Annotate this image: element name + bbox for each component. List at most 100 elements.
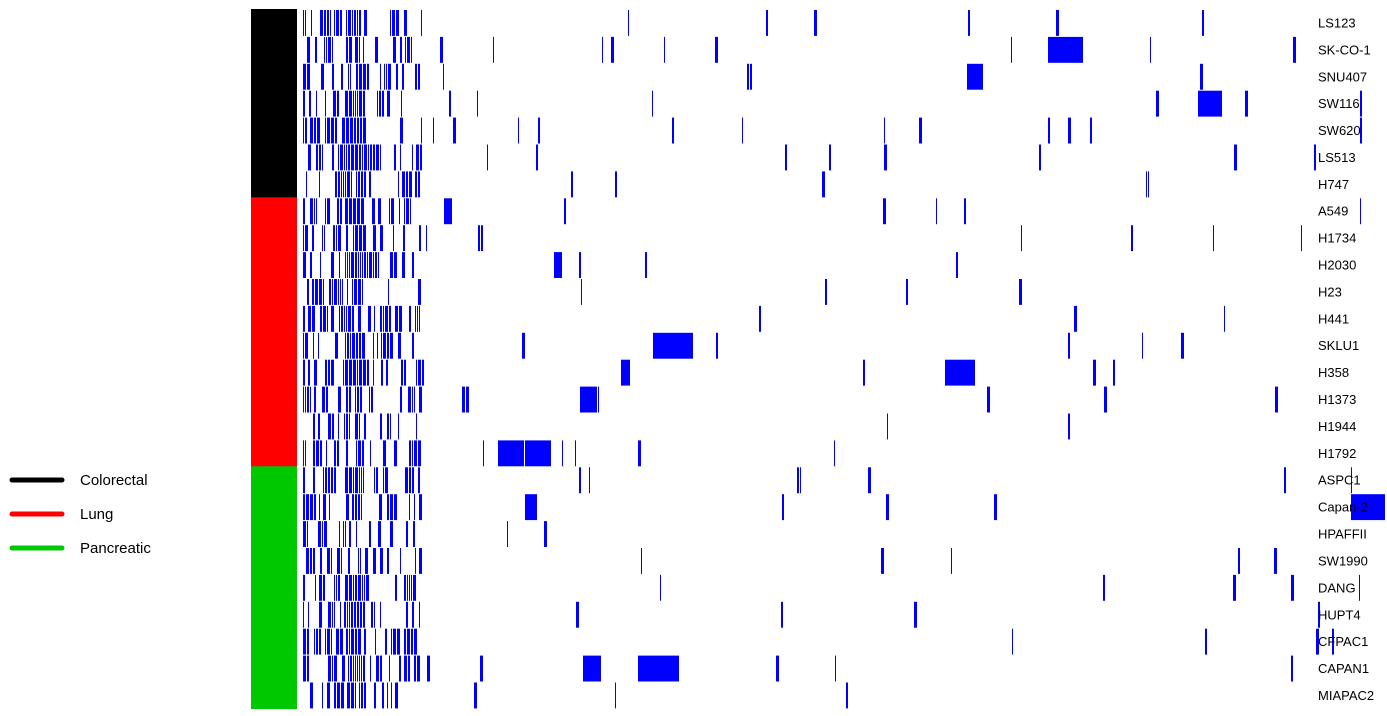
- row-label: SKLU1: [1318, 338, 1359, 353]
- heatmap-cell: [349, 198, 352, 225]
- heatmap-cell: [352, 279, 353, 305]
- heatmap-cell: [359, 225, 362, 252]
- heatmap-cell: [303, 10, 304, 36]
- heatmap-cell: [316, 90, 317, 117]
- heatmap-cell: [351, 144, 354, 171]
- heatmap-cell: [338, 413, 339, 440]
- heatmap-cell: [474, 682, 477, 709]
- heatmap-cell: [358, 574, 361, 601]
- heatmap-cell: [615, 682, 616, 709]
- heatmap-cell: [388, 279, 389, 305]
- heatmap-cell: [1314, 144, 1316, 171]
- heatmap-cell: [364, 144, 367, 171]
- heatmap-cell: [338, 225, 341, 252]
- heatmap-cell: [359, 10, 361, 36]
- heatmap-cell: [416, 359, 417, 386]
- heatmap-cell: [360, 601, 362, 628]
- heatmap-cell: [349, 467, 352, 494]
- heatmap-cell: [383, 440, 386, 467]
- heatmap-cell: [318, 413, 320, 440]
- heatmap-cell: [781, 601, 783, 628]
- heatmap-cell: [433, 117, 434, 144]
- heatmap-row-LS513: [308, 144, 1316, 171]
- heatmap-cell: [363, 225, 366, 252]
- heatmap-cell: [314, 494, 316, 521]
- annotation-cell-H23: [251, 278, 297, 306]
- heatmap-cell: [358, 440, 361, 467]
- annotation-cell-SK-CO-1: [251, 35, 297, 64]
- heatmap-cell: [1301, 225, 1302, 252]
- heatmap-cell: [400, 548, 401, 574]
- heatmap-cell: [417, 305, 418, 332]
- heatmap-cell: [364, 574, 365, 601]
- heatmap-cell: [310, 252, 312, 278]
- heatmap-cell: [378, 198, 381, 225]
- heatmap-row-SW1990: [306, 548, 1277, 574]
- heatmap-cell: [355, 655, 356, 682]
- heatmap-cell: [413, 574, 416, 601]
- heatmap-cell: [404, 359, 406, 386]
- heatmap-cell: [363, 90, 365, 117]
- heatmap-cell: [829, 144, 831, 171]
- annotation-cell-SNU407: [251, 62, 297, 91]
- heatmap-cell: [327, 198, 330, 225]
- heatmap-cell: [350, 117, 353, 144]
- heatmap-cell: [645, 252, 647, 278]
- heatmap-cell: [353, 655, 354, 682]
- heatmap-cell: [313, 467, 315, 494]
- heatmap-cell: [346, 36, 348, 63]
- heatmap-cell: [443, 63, 444, 90]
- heatmap-cell: [335, 171, 337, 198]
- heatmap-cell: [884, 117, 885, 144]
- heatmap-cell: [305, 10, 306, 36]
- heatmap-cell: [331, 548, 332, 574]
- heatmap-cell: [409, 467, 411, 494]
- heatmap-cell: [328, 359, 330, 386]
- heatmap-cell: [583, 655, 601, 682]
- heatmap-cell: [336, 225, 337, 252]
- row-label: CAPAN1: [1318, 661, 1369, 676]
- heatmap-cell: [354, 279, 357, 305]
- heatmap-cell: [336, 10, 339, 36]
- heatmap-cell: [308, 601, 309, 628]
- heatmap-row-SKLU1: [303, 332, 1184, 359]
- heatmap-cell: [835, 655, 836, 682]
- heatmap-cell: [340, 10, 342, 36]
- heatmap-cell: [357, 359, 358, 386]
- heatmap-cell: [307, 36, 310, 63]
- heatmap-cell: [363, 655, 365, 682]
- heatmap-cell: [358, 548, 359, 574]
- heatmap-cell: [394, 144, 396, 171]
- heatmap-cell: [325, 467, 327, 494]
- heatmap-cell: [344, 305, 345, 332]
- heatmap-cell: [914, 601, 917, 628]
- heatmap-cell: [347, 279, 348, 305]
- heatmap-cell: [347, 252, 348, 278]
- heatmap-row-HUPT4: [303, 601, 1320, 628]
- heatmap-cell: [334, 601, 335, 628]
- heatmap-cell: [346, 440, 348, 467]
- heatmap-row-HPAFFII: [303, 521, 547, 547]
- heatmap-cell: [390, 413, 391, 440]
- heatmap-cell: [307, 655, 309, 682]
- heatmap-cell: [363, 36, 364, 63]
- heatmap-cell: [346, 225, 348, 252]
- row-label: A549: [1318, 204, 1348, 219]
- heatmap-cell: [363, 117, 366, 144]
- heatmap-cell: [1351, 494, 1385, 521]
- heatmap-cell: [364, 10, 367, 36]
- heatmap-cell: [361, 655, 362, 682]
- heatmap-cell: [334, 10, 335, 36]
- heatmap-cell: [414, 386, 415, 413]
- heatmap-cell: [340, 628, 343, 655]
- heatmap-cell: [312, 305, 315, 332]
- heatmap-cell: [328, 36, 331, 63]
- heatmap-cell: [1056, 10, 1059, 36]
- heatmap-cell: [352, 305, 354, 332]
- heatmap-cell: [342, 655, 345, 682]
- heatmap-cell: [420, 144, 422, 171]
- heatmap-cell: [346, 117, 349, 144]
- heatmap-cell: [316, 440, 319, 467]
- heatmap-cell: [355, 682, 356, 709]
- heatmap-cell: [480, 655, 483, 682]
